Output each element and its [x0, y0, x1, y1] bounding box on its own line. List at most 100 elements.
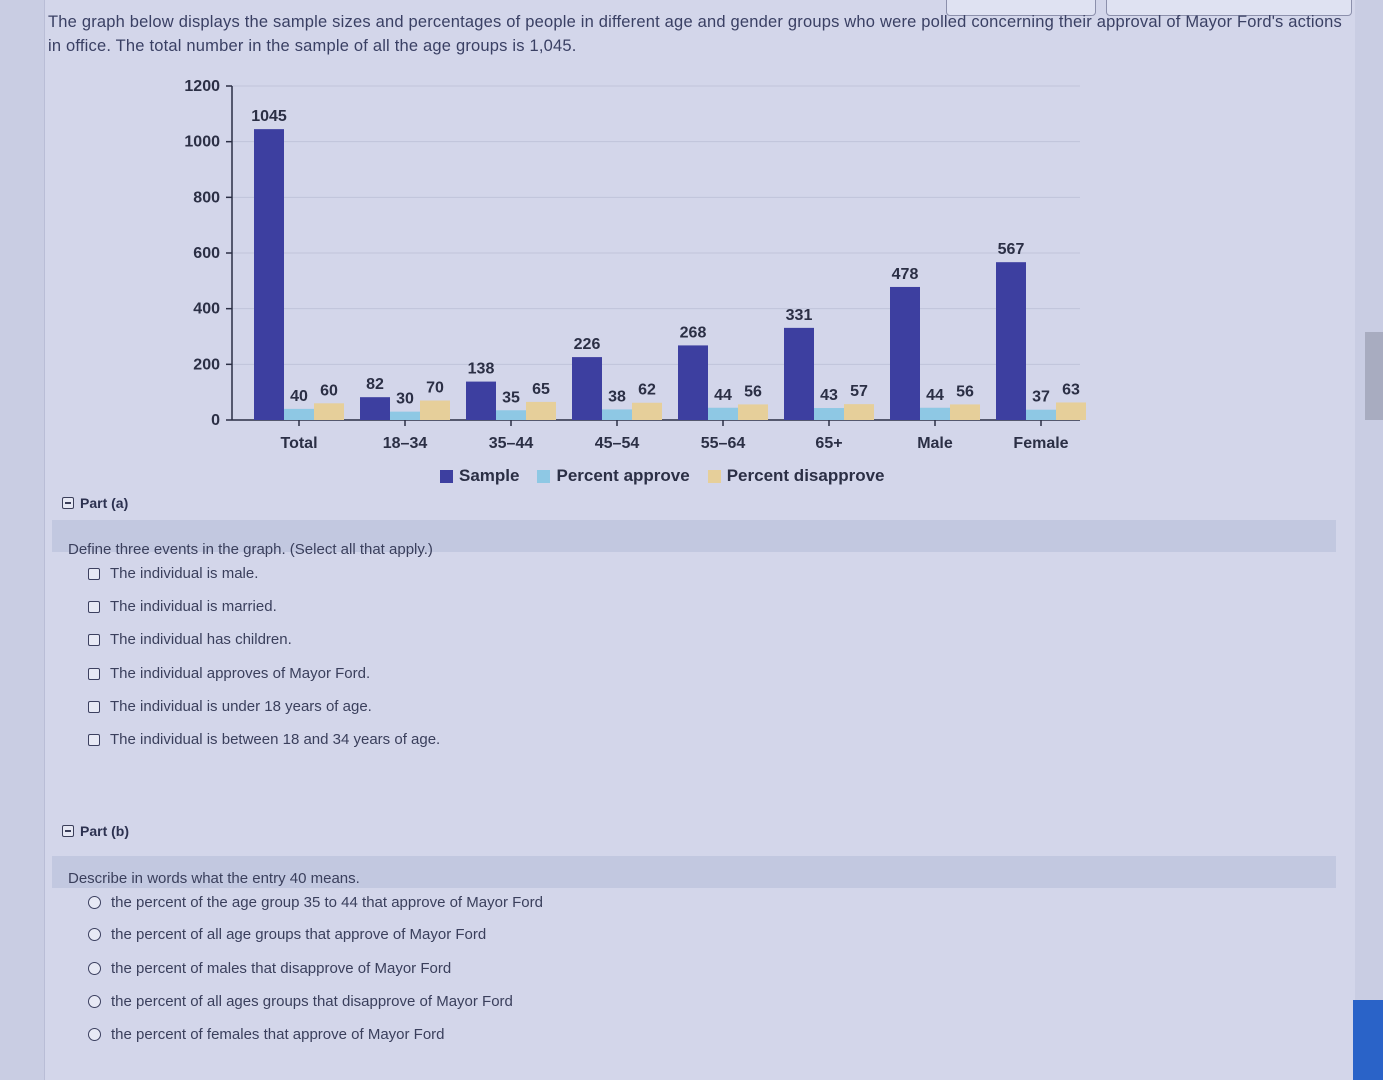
part-a-question: Define three events in the graph. (Selec…	[68, 541, 433, 558]
option-all-approve[interactable]: the percent of all age groups that appro…	[88, 926, 486, 943]
bar-sample	[678, 345, 708, 420]
data-label: 62	[638, 382, 656, 399]
part-b-question: Describe in words what the entry 40 mean…	[68, 870, 360, 887]
bar-percent-disapprove	[1056, 402, 1086, 420]
x-tick-label: 65+	[815, 435, 842, 452]
part-a-title: Part (a)	[80, 495, 129, 511]
y-tick-label: 400	[193, 301, 220, 318]
option-label: The individual is married.	[110, 598, 277, 615]
bar-percent-disapprove	[526, 401, 556, 420]
part-a-question-band	[52, 520, 1336, 552]
top-button-1[interactable]	[946, 0, 1096, 16]
option-label: the percent of all age groups that appro…	[111, 926, 487, 943]
option-18-34[interactable]: The individual is between 18 and 34 year…	[88, 731, 440, 748]
option-approves[interactable]: The individual approves of Mayor Ford.	[88, 665, 370, 682]
option-under-18[interactable]: The individual is under 18 years of age.	[88, 698, 372, 715]
y-tick-label: 600	[193, 245, 220, 262]
data-label: 567	[998, 241, 1025, 258]
option-label: The individual approves of Mayor Ford.	[110, 665, 371, 682]
bar-percent-approve	[602, 409, 632, 420]
option-males-disapprove[interactable]: the percent of males that disapprove of …	[88, 960, 451, 977]
part-b-header[interactable]: Part (b)	[52, 816, 1336, 846]
legend-label: Sample	[459, 466, 520, 485]
x-tick-label: Female	[1013, 435, 1068, 452]
bar-percent-approve	[284, 408, 314, 420]
legend-swatch	[707, 469, 721, 483]
legend-item-disapprove: Percent disapprove	[707, 466, 885, 486]
bar-percent-approve	[708, 407, 738, 420]
y-tick-label: 1200	[184, 78, 220, 95]
bar-percent-approve	[496, 410, 526, 420]
bar-percent-approve	[920, 407, 950, 420]
data-label: 44	[714, 387, 732, 404]
bar-sample	[784, 327, 814, 420]
x-tick-label: Male	[917, 435, 953, 452]
option-label: The individual is between 18 and 34 year…	[110, 731, 441, 748]
data-label: 44	[926, 387, 944, 404]
legend-swatch	[440, 469, 453, 483]
x-tick-label: 55–64	[701, 435, 746, 452]
data-label: 268	[680, 324, 707, 341]
radio-button[interactable]	[88, 962, 101, 975]
option-married[interactable]: The individual is married.	[88, 598, 277, 615]
radio-button[interactable]	[88, 928, 101, 941]
option-label: the percent of females that approve of M…	[111, 1026, 445, 1043]
collapse-icon[interactable]	[62, 497, 74, 509]
option-label: The individual has children.	[110, 631, 292, 648]
checkbox[interactable]	[88, 633, 100, 646]
option-label: The individual is under 18 years of age.	[110, 698, 372, 715]
bar-percent-disapprove	[314, 403, 344, 420]
bar-percent-approve	[390, 411, 420, 420]
x-tick-label: 35–44	[489, 435, 534, 452]
y-tick-label: 0	[211, 412, 220, 429]
collapse-icon[interactable]	[62, 825, 74, 837]
legend-item-approve: Percent approve	[537, 466, 690, 486]
bar-percent-disapprove	[950, 404, 980, 420]
radio-button[interactable]	[88, 896, 101, 909]
option-children[interactable]: The individual has children.	[88, 631, 292, 648]
checkbox[interactable]	[88, 733, 100, 746]
data-label: 82	[366, 376, 384, 393]
data-label: 56	[744, 383, 762, 400]
option-male[interactable]: The individual is male.	[88, 565, 258, 582]
option-females-approve[interactable]: the percent of females that approve of M…	[88, 1026, 445, 1043]
y-tick-label: 800	[193, 189, 220, 206]
part-a-header[interactable]: Part (a)	[52, 488, 1336, 518]
option-label: the percent of males that disapprove of …	[111, 960, 452, 977]
bar-percent-approve	[814, 408, 844, 420]
option-all-disapprove[interactable]: the percent of all ages groups that disa…	[88, 993, 513, 1010]
chart-svg: 0 200 400 600 800 1000 1200 1045 40 60 Total 82 30 70…	[184, 78, 1086, 452]
data-label: 40	[290, 388, 308, 405]
data-label: 43	[820, 387, 838, 404]
top-button-2[interactable]	[1106, 0, 1352, 16]
radio-button[interactable]	[88, 995, 101, 1008]
data-label: 226	[574, 336, 601, 353]
checkbox[interactable]	[88, 600, 100, 613]
data-label: 63	[1062, 381, 1080, 398]
radio-button[interactable]	[88, 1028, 101, 1041]
checkbox[interactable]	[88, 700, 100, 713]
screen-edge-decoration	[1353, 1000, 1383, 1080]
data-label: 38	[608, 388, 626, 405]
option-age-35-44-approve[interactable]: the percent of the age group 35 to 44 th…	[88, 894, 543, 911]
data-label: 57	[850, 383, 868, 400]
checkbox[interactable]	[88, 667, 100, 680]
data-label: 1045	[251, 108, 287, 125]
bar-sample	[360, 397, 390, 420]
data-label: 35	[502, 389, 520, 406]
data-label: 65	[532, 381, 550, 398]
data-label: 60	[320, 382, 338, 399]
data-label: 331	[786, 307, 813, 324]
bar-sample	[890, 286, 920, 420]
checkbox[interactable]	[88, 567, 100, 580]
legend-label: Percent disapprove	[726, 466, 885, 485]
option-label: the percent of all ages groups that disa…	[111, 993, 513, 1010]
bar-percent-disapprove	[738, 404, 768, 420]
bar-sample	[996, 262, 1026, 420]
bar-percent-disapprove	[632, 402, 662, 420]
scrollbar-thumb[interactable]	[1365, 332, 1383, 420]
option-label: The individual is male.	[110, 565, 259, 582]
bar-sample	[254, 129, 284, 420]
bar-percent-disapprove	[844, 404, 874, 420]
legend-item-sample: Sample	[440, 466, 519, 486]
